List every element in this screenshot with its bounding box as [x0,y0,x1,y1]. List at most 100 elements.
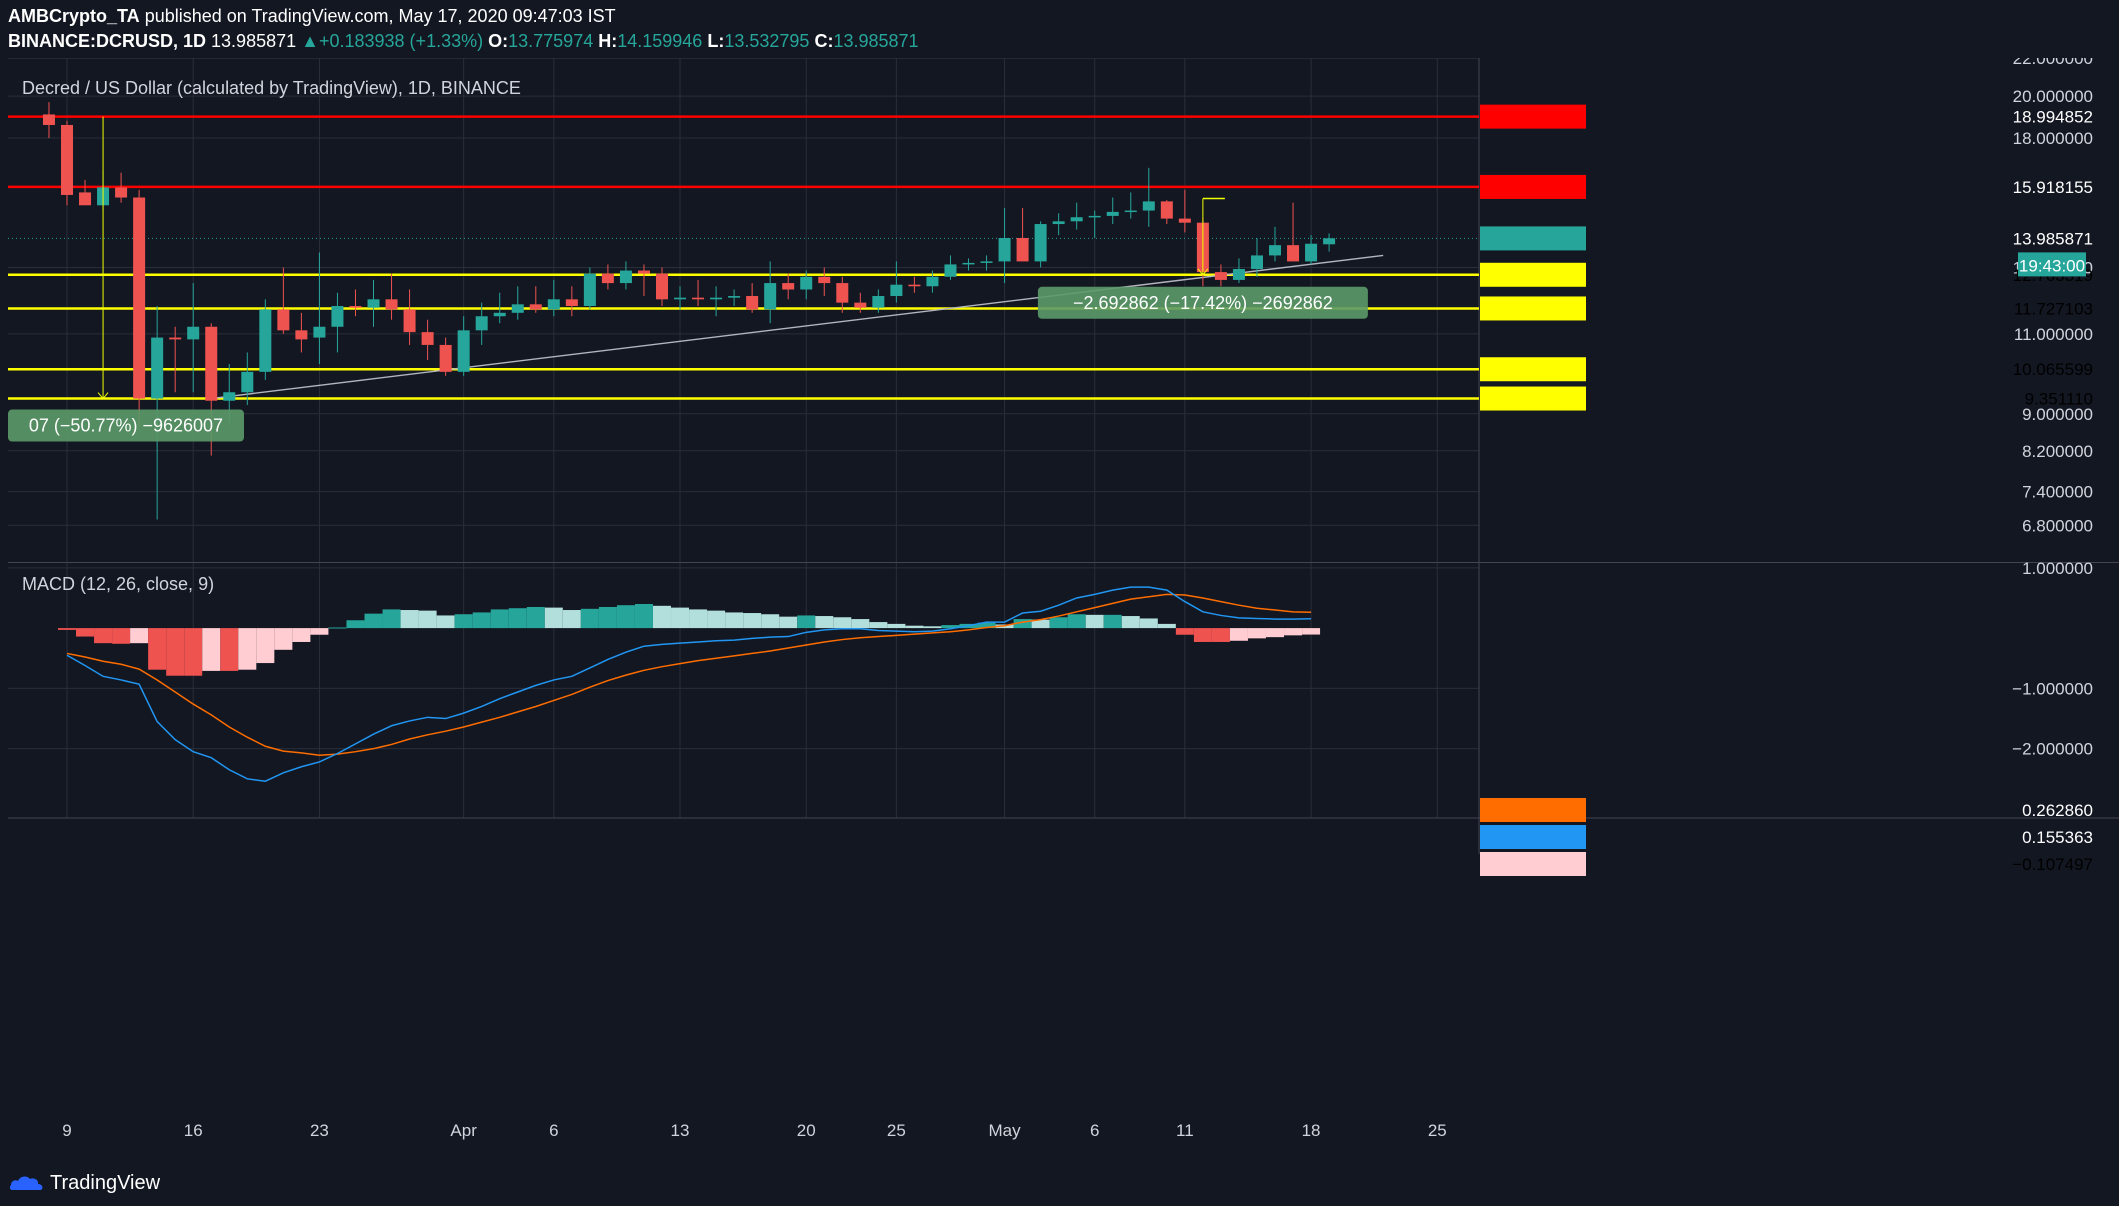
candle-body [313,326,326,338]
macd-histogram-bar [887,623,906,629]
time-tick-label: 9 [62,1121,71,1140]
macd-histogram-bar [1013,619,1032,629]
macd-histogram-bar [743,613,762,629]
macd-histogram-bar [616,605,635,629]
macd-histogram-bar [562,610,581,629]
macd-histogram-bar [1139,618,1158,629]
macd-hist-tag [1480,852,1586,876]
macd-histogram-bar [472,612,491,629]
macd-tick-label: 1.000000 [2022,559,2093,578]
macd-signal-tag [1480,798,1586,822]
tradingview-brand[interactable]: TradingView [50,1172,161,1194]
price-chart[interactable]: 07 (−50.77%) −9626007 −2.692862 (−17.42%)… [0,58,2119,1158]
time-tick-label: 6 [1090,1121,1099,1140]
publish-info: AMBCrypto_TA published on TradingView.co… [8,6,616,27]
macd-value-tag [1480,825,1586,849]
candle-body [115,187,128,198]
candle-body [998,238,1011,262]
macd-histogram-bar [76,628,95,637]
macd-histogram-bar [202,628,221,671]
symbol-label: BINANCE:DCRUSD, 1D [8,31,207,51]
macd-histogram-bar [1175,628,1194,635]
measure-label-box [1037,286,1368,319]
candle-body [1016,238,1029,262]
measure-label: −2.692862 (−17.42%) −2692862 [1073,293,1333,313]
candle-body [674,297,687,300]
candle-body [187,326,200,340]
macd-histogram-bar [1193,628,1212,642]
candle-body [331,306,344,327]
macd-histogram-bar [130,628,149,644]
macd-histogram-bar [1247,628,1266,639]
candle-body [764,283,777,310]
price-tick-label: 6.800000 [2022,516,2093,535]
time-tick-label: 16 [184,1121,203,1140]
candle-body [79,192,92,206]
candle-body [349,306,362,308]
close-value: 13.985871 [833,31,919,51]
macd-histogram-bar [761,614,780,629]
macd-histogram-bar [1302,628,1321,635]
macd-histogram-bar [112,628,131,644]
time-tick-label: Apr [450,1121,477,1140]
macd-histogram-bar [815,616,834,629]
macd-histogram-bar [256,628,275,664]
macd-histogram-bar [1284,628,1303,636]
macd-histogram-bar [634,603,653,629]
candle-body [457,330,470,372]
candle-body [1250,255,1263,270]
macd-histogram-bar [1157,623,1176,629]
macd-histogram-bar [851,619,870,629]
candle-body [42,114,55,125]
price-level-tag [1480,357,1586,382]
candle-body [403,309,416,333]
price-tick-label: 9.000000 [2022,405,2093,424]
candle-body [367,299,380,308]
macd-histogram-bar [364,613,383,629]
candle-body [728,296,741,298]
last-price-label: 13.985871 [2013,229,2093,248]
candle-body [169,337,182,340]
last-value: 13.985871 [211,31,297,51]
time-tick-label: 25 [887,1121,906,1140]
macd-histogram-bar [1085,614,1104,629]
macd-tick-label: −1.000000 [2012,679,2093,698]
macd-histogram-bar [689,609,708,629]
candle-body [655,273,668,300]
candle-body [800,276,813,290]
low-value: 13.532795 [724,31,810,51]
candle-body [908,284,921,287]
high-value: 14.159946 [617,31,703,51]
macd-histogram-bar [166,628,185,676]
price-tick-label: 18.000000 [2013,129,2093,148]
trendline [211,254,1384,400]
price-level-label: 15.918155 [2013,178,2093,197]
time-tick-label: 11 [1176,1121,1194,1140]
price-tick-label: 7.400000 [2022,483,2093,502]
candle-body [746,296,759,310]
open-label: O: [488,31,509,51]
price-tick-label: 22.000000 [2013,58,2093,68]
candle-body [241,371,254,393]
time-tick-label: 13 [671,1121,690,1140]
macd-histogram-bar [292,628,311,642]
author-name[interactable]: AMBCrypto_TA [8,6,140,26]
candle-body [1287,245,1300,262]
macd-histogram-bar [1266,628,1285,638]
macd-histogram-bar [1103,614,1122,629]
candle-body [421,332,434,345]
candle-body [1124,210,1137,213]
ohlc-legend: BINANCE:DCRUSD, 1D 13.985871 ▲+0.183938 … [8,31,919,52]
macd-hist-tag-label: −0.107497 [2012,855,2093,874]
macd-histogram-bar [1211,628,1230,642]
candle-body [619,270,632,284]
candle-body [962,262,975,265]
macd-title: MACD (12, 26, close, 9) [22,574,214,594]
macd-histogram-bar [418,610,437,629]
macd-histogram-bar [905,625,924,629]
candle-body [1178,218,1191,223]
macd-histogram-bar [382,609,401,629]
price-tick-label: 8.200000 [2022,442,2093,461]
change-value: +0.183938 (+1.33%) [318,31,484,51]
candle-body [61,124,73,195]
